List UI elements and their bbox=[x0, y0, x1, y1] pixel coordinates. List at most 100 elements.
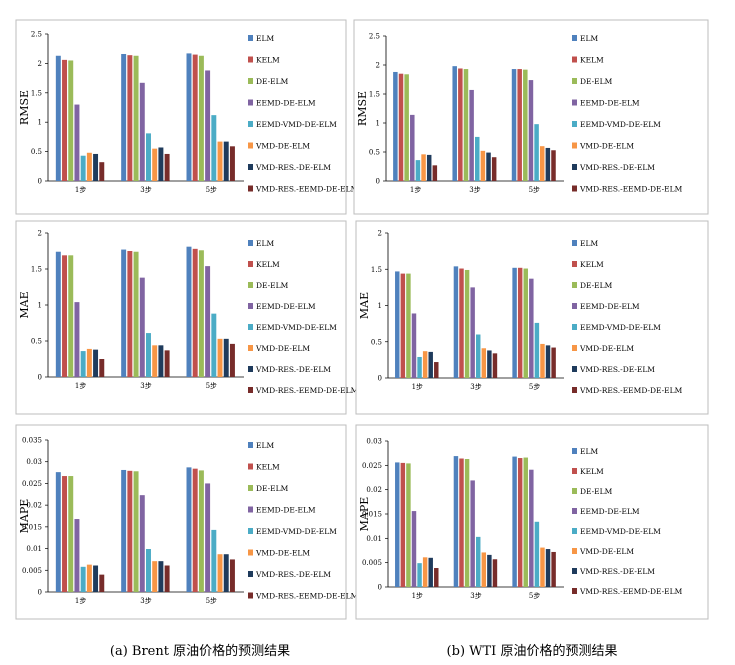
legend-item: EEMD-DE-ELM bbox=[580, 99, 640, 108]
bar-eemd-vmd-de-elm-1 bbox=[80, 351, 86, 377]
legend-item: VMD-RES.-DE-ELM bbox=[579, 567, 655, 576]
legend-swatch bbox=[572, 185, 577, 192]
legend-item: ELM bbox=[580, 34, 598, 43]
legend-swatch bbox=[572, 240, 577, 246]
bar-de-elm-2 bbox=[463, 69, 469, 181]
bar-vmd-res-eemd-de-elm-2 bbox=[164, 153, 170, 181]
legend-item: VMD-DE-ELM bbox=[579, 344, 634, 353]
bar-vmd-res-de-elm-2 bbox=[158, 561, 164, 592]
legend-swatch bbox=[248, 324, 253, 330]
bar-elm-1 bbox=[395, 462, 400, 587]
bar-vmd-res-de-elm-2 bbox=[158, 147, 164, 181]
legend-swatch bbox=[572, 488, 577, 494]
bar-eemd-de-elm-1 bbox=[74, 104, 80, 181]
legend-item: DE-ELM bbox=[580, 281, 613, 290]
bar-vmd-de-elm-1 bbox=[86, 152, 92, 181]
legend-swatch bbox=[248, 549, 253, 556]
y-tick-label: 1.5 bbox=[31, 266, 42, 274]
bar-vmd-res-eemd-de-elm-3 bbox=[229, 343, 235, 377]
legend-swatch bbox=[248, 164, 253, 170]
x-tick-label: 5步 bbox=[206, 186, 217, 194]
x-tick-label: 3步 bbox=[140, 597, 151, 605]
bar-vmd-res-de-elm-2 bbox=[487, 350, 492, 378]
legend-item: VMD-RES.-EEMD-DE-ELM bbox=[579, 185, 683, 194]
legend-swatch bbox=[248, 56, 253, 63]
legend-swatch bbox=[248, 485, 253, 491]
legend-item: VMD-DE-ELM bbox=[579, 142, 634, 151]
legend-item: VMD-DE-ELM bbox=[255, 142, 310, 151]
bar-vmd-res-eemd-de-elm-1 bbox=[432, 165, 438, 181]
legend-item: EEMD-VMD-DE-ELM bbox=[580, 120, 661, 129]
legend-swatch bbox=[572, 528, 577, 534]
y-tick-label: 0.5 bbox=[31, 148, 42, 156]
legend-swatch bbox=[572, 142, 577, 149]
legend-swatch bbox=[572, 261, 577, 267]
bar-eemd-vmd-de-elm-2 bbox=[146, 133, 151, 181]
bar-kelm-1 bbox=[398, 73, 404, 181]
bar-vmd-de-elm-3 bbox=[539, 146, 545, 181]
bar-eemd-de-elm-3 bbox=[205, 70, 211, 181]
y-tick-label: 0.035 bbox=[22, 437, 42, 445]
y-tick-label: 2 bbox=[376, 62, 380, 70]
legend-item: KELM bbox=[580, 260, 604, 269]
legend-swatch bbox=[572, 78, 577, 84]
bar-vmd-de-elm-1 bbox=[86, 564, 92, 592]
y-tick-label: 0.01 bbox=[26, 545, 42, 553]
bar-vmd-de-elm-1 bbox=[86, 348, 92, 377]
y-tick-label: 0 bbox=[378, 375, 382, 383]
y-tick-label: 0.015 bbox=[22, 523, 42, 531]
bar-vmd-res-de-elm-3 bbox=[545, 549, 551, 587]
bar-de-elm-3 bbox=[523, 268, 528, 378]
bar-eemd-de-elm-2 bbox=[139, 495, 145, 592]
bar-kelm-2 bbox=[127, 470, 133, 592]
bar-de-elm-1 bbox=[68, 255, 74, 377]
legend-swatch bbox=[248, 528, 253, 534]
bar-vmd-de-elm-2 bbox=[481, 348, 487, 378]
legend-item: ELM bbox=[580, 447, 598, 456]
legend-item: DE-ELM bbox=[580, 487, 613, 496]
bar-de-elm-3 bbox=[198, 250, 204, 377]
bar-vmd-res-eemd-de-elm-1 bbox=[99, 574, 105, 592]
bar-de-elm-2 bbox=[464, 459, 470, 587]
legend-swatch bbox=[572, 99, 577, 106]
legend-swatch bbox=[248, 78, 253, 84]
y-tick-label: 0.02 bbox=[366, 486, 382, 494]
legend-item: EEMD-VMD-DE-ELM bbox=[256, 527, 337, 536]
bar-vmd-de-elm-3 bbox=[217, 338, 223, 377]
legend-swatch bbox=[572, 387, 577, 393]
bar-eemd-de-elm-1 bbox=[74, 302, 80, 377]
y-tick-label: 0.5 bbox=[371, 338, 382, 346]
bar-kelm-3 bbox=[517, 458, 523, 587]
bar-de-elm-1 bbox=[68, 60, 74, 181]
bar-eemd-vmd-de-elm-2 bbox=[476, 334, 481, 378]
bar-elm-2 bbox=[452, 66, 457, 181]
bar-de-elm-3 bbox=[523, 457, 528, 587]
legend-item: VMD-RES.-DE-ELM bbox=[255, 365, 331, 374]
bar-vmd-res-eemd-de-elm-3 bbox=[551, 551, 556, 587]
bar-kelm-3 bbox=[192, 54, 198, 181]
legend-swatch bbox=[572, 303, 577, 309]
legend-item: EEMD-VMD-DE-ELM bbox=[256, 120, 337, 129]
bar-vmd-res-eemd-de-elm-1 bbox=[99, 162, 105, 181]
legend-item: DE-ELM bbox=[256, 281, 289, 290]
legend-item: VMD-RES.-EEMD-DE-ELM bbox=[579, 386, 683, 395]
y-tick-label: 0.03 bbox=[366, 438, 382, 446]
legend-swatch bbox=[572, 324, 577, 330]
bar-vmd-res-de-elm-1 bbox=[428, 351, 433, 378]
y-tick-label: 0 bbox=[38, 589, 42, 597]
bar-eemd-vmd-de-elm-1 bbox=[417, 563, 422, 587]
bar-kelm-1 bbox=[62, 476, 68, 592]
y-axis-label: MAPE bbox=[358, 497, 371, 532]
wti-mae-panel: 0 0.5 1 1.5 2 MAE 1步 3步 5步 ELM KELM DE-ELM EEMD-DE-E… bbox=[355, 220, 709, 415]
bar-de-elm-2 bbox=[133, 251, 139, 377]
legend-item: VMD-RES.-DE-ELM bbox=[255, 570, 331, 579]
bar-vmd-res-de-elm-3 bbox=[223, 338, 229, 377]
bar-eemd-vmd-de-elm-2 bbox=[475, 136, 480, 181]
bar-vmd-res-de-elm-1 bbox=[426, 154, 432, 181]
bar-vmd-de-elm-1 bbox=[422, 351, 428, 378]
legend-swatch bbox=[248, 240, 253, 246]
legend-item: VMD-RES.-EEMD-DE-ELM bbox=[255, 185, 359, 194]
legend-swatch bbox=[248, 506, 253, 513]
bar-elm-3 bbox=[186, 246, 192, 377]
bar-eemd-de-elm-2 bbox=[469, 89, 474, 181]
